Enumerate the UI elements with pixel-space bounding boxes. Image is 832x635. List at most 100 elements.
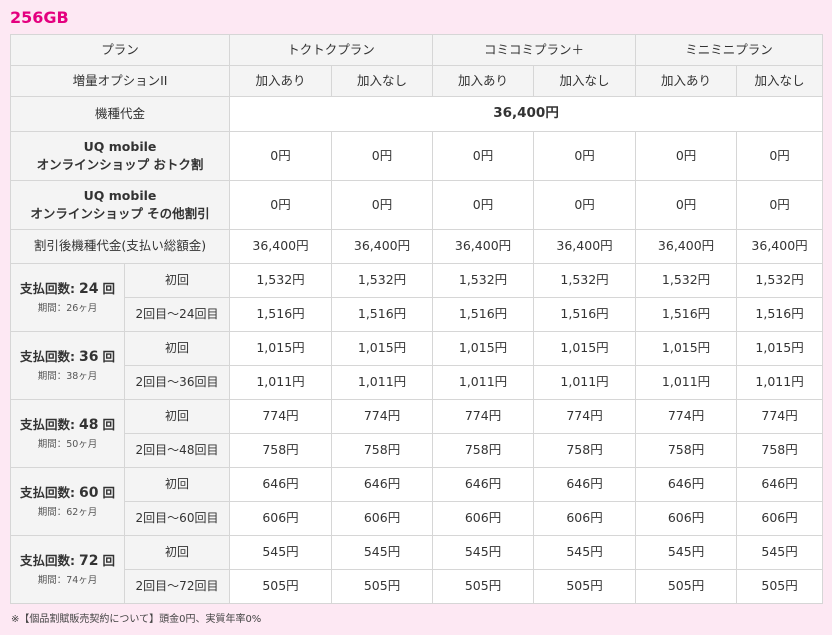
first-payment-value: 1,532円 [635, 263, 738, 298]
discount-value: 0円 [432, 131, 535, 181]
rest-payment-value: 1,516円 [229, 297, 333, 332]
rest-payment-value: 606円 [229, 501, 333, 536]
first-payment-value: 774円 [229, 399, 333, 434]
option-value: 加入あり [635, 65, 738, 97]
first-payment-value: 1,532円 [432, 263, 535, 298]
discount-value: 0円 [229, 131, 333, 181]
rest-payment-value: 1,011円 [331, 365, 434, 400]
discount-label-line2: オンラインショップ その他割引 [30, 206, 210, 221]
option-label: 増量オプションII [9, 65, 231, 97]
discount-label-line1: UQ mobile [83, 138, 157, 154]
first-payment-value: 545円 [533, 535, 637, 570]
payment-count-title: 支払回数: [20, 484, 76, 500]
discount-value: 0円 [229, 180, 333, 230]
discount-value: 0円 [331, 131, 434, 181]
after-discount-label: 割引後機種代金(支払い総額金) [9, 229, 231, 264]
first-payment-value: 1,015円 [432, 331, 535, 366]
rest-payment-value: 1,011円 [736, 365, 824, 400]
rest-payment-value: 606円 [533, 501, 637, 536]
device-price-row: 機種代金 36,400円 [9, 96, 824, 132]
discount-value: 0円 [432, 180, 535, 230]
rest-payment-value: 1,011円 [635, 365, 738, 400]
payment-count-number: 60 [79, 484, 99, 501]
payment-count-label: 支払回数: 60 回期間：62ヶ月 [10, 467, 125, 536]
rest-payment-value: 758円 [331, 433, 434, 468]
capacity-title: 256GB [10, 8, 69, 27]
first-payment-value: 646円 [229, 467, 333, 502]
first-payment-value: 1,532円 [229, 263, 333, 298]
payment-count-label: 支払回数: 36 回期間：38ヶ月 [10, 331, 125, 400]
rest-payment-value: 1,516円 [736, 297, 824, 332]
payment-period: 期間：26ヶ月 [37, 303, 98, 315]
first-payment-value: 774円 [432, 399, 535, 434]
rest-payment-label: 2回目〜60回目 [123, 501, 231, 536]
first-payment-value: 1,532円 [736, 263, 824, 298]
option-value: 加入なし [331, 65, 434, 97]
first-payment-label: 初回 [123, 535, 231, 570]
footnote: ※【個品割賦販売契約について】頭金0円、実質年率0% [11, 614, 262, 625]
rest-payment-value: 1,516円 [432, 297, 535, 332]
rest-payment-label: 2回目〜72回目 [123, 569, 231, 604]
payment-rest-row: 2回目〜48回目 758円 758円 758円 758円 758円 758円 [11, 433, 824, 468]
first-payment-label: 初回 [123, 399, 231, 434]
rest-payment-value: 1,011円 [432, 365, 535, 400]
payment-rest-row: 2回目〜36回目 1,011円 1,011円 1,011円 1,011円 1,011円 1,… [11, 365, 824, 400]
rest-payment-value: 758円 [229, 433, 333, 468]
discount-value: 0円 [736, 180, 824, 230]
payment-first-row: 支払回数: 24 回期間：26ヶ月 初回 1,532円 1,532円 1,532円 1,5… [10, 263, 824, 332]
payment-count-unit: 回 [102, 552, 115, 568]
payment-rest-row: 2回目〜24回目 1,516円 1,516円 1,516円 1,516円 1,516円 1,… [11, 297, 824, 332]
discount-value: 0円 [635, 180, 738, 230]
discount-row: UQ mobile オンラインショップ その他割引 0円 0円 0円 0円 0円 0円 [9, 180, 824, 230]
payment-count-unit: 回 [102, 280, 115, 296]
first-payment-value: 646円 [736, 467, 824, 502]
first-payment-value: 545円 [736, 535, 824, 570]
payment-first-row: 支払回数: 72 回期間：74ヶ月 初回 545円 545円 545円 545円 545円 5… [10, 535, 824, 604]
price-table: プラン トクトクプラン コミコミプラン＋ ミニミニプラン 増量オプションII 加… [9, 34, 824, 604]
rest-payment-value: 505円 [533, 569, 637, 604]
first-payment-label: 初回 [123, 467, 231, 502]
first-payment-value: 1,015円 [533, 331, 637, 366]
first-payment-value: 545円 [229, 535, 333, 570]
plan-label: プラン [9, 34, 231, 66]
first-payment-value: 1,015円 [736, 331, 824, 366]
first-payment-value: 1,532円 [331, 263, 434, 298]
discount-value: 0円 [736, 131, 824, 181]
payment-first-row: 支払回数: 36 回期間：38ヶ月 初回 1,015円 1,015円 1,015円 1,0… [10, 331, 824, 400]
payment-count-unit: 回 [102, 416, 115, 432]
rest-payment-value: 758円 [736, 433, 824, 468]
discount-label: UQ mobile オンラインショップ おトク割 [9, 131, 231, 181]
first-payment-value: 545円 [331, 535, 434, 570]
first-payment-value: 545円 [432, 535, 535, 570]
payment-count-title: 支払回数: [20, 552, 76, 568]
plan-komikomi: コミコミプラン＋ [432, 34, 637, 66]
discount-value: 0円 [331, 180, 434, 230]
rest-payment-label: 2回目〜36回目 [123, 365, 231, 400]
after-discount-row: 割引後機種代金(支払い総額金) 36,400円 36,400円 36,400円 36,4… [9, 229, 824, 264]
rest-payment-value: 758円 [533, 433, 637, 468]
rest-payment-value: 505円 [331, 569, 434, 604]
payment-count-title: 支払回数: [20, 348, 76, 364]
rest-payment-value: 1,011円 [533, 365, 637, 400]
payment-count-unit: 回 [102, 484, 115, 500]
first-payment-value: 1,015円 [331, 331, 434, 366]
payment-rest-row: 2回目〜72回目 505円 505円 505円 505円 505円 505円 [11, 569, 824, 604]
payment-count-number: 48 [79, 416, 99, 433]
discount-value: 0円 [533, 131, 637, 181]
first-payment-value: 774円 [533, 399, 637, 434]
payment-first-row: 支払回数: 48 回期間：50ヶ月 初回 774円 774円 774円 774円 774円 7… [10, 399, 824, 468]
after-discount-value: 36,400円 [432, 229, 535, 264]
payment-count-label: 支払回数: 24 回期間：26ヶ月 [10, 263, 125, 332]
rest-payment-value: 606円 [635, 501, 738, 536]
rest-payment-value: 606円 [331, 501, 434, 536]
payment-period: 期間：74ヶ月 [37, 575, 98, 587]
rest-payment-value: 758円 [432, 433, 535, 468]
discount-label-line2: オンラインショップ おトク割 [36, 157, 204, 172]
rest-payment-value: 606円 [736, 501, 824, 536]
first-payment-value: 774円 [635, 399, 738, 434]
first-payment-value: 774円 [331, 399, 434, 434]
payment-rest-row: 2回目〜60回目 606円 606円 606円 606円 606円 606円 [11, 501, 824, 536]
plan-header-row: プラン トクトクプラン コミコミプラン＋ ミニミニプラン [9, 34, 824, 66]
after-discount-value: 36,400円 [736, 229, 824, 264]
payment-count-label: 支払回数: 72 回期間：74ヶ月 [10, 535, 125, 604]
